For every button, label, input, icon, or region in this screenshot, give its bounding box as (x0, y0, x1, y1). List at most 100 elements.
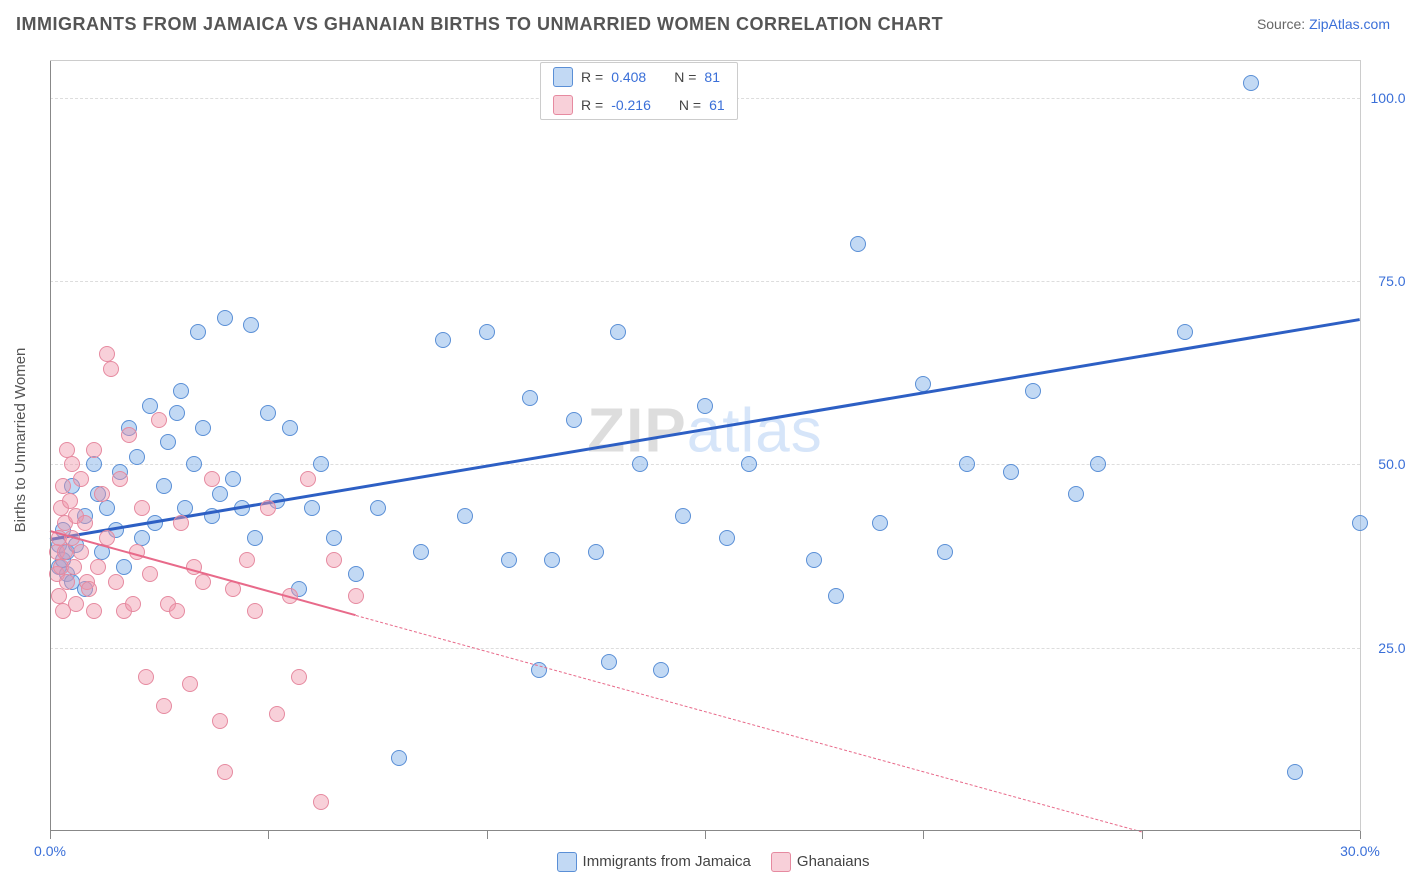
y-axis (50, 61, 51, 831)
data-point (62, 493, 78, 509)
data-point (134, 530, 150, 546)
data-point (73, 471, 89, 487)
data-point (1287, 764, 1303, 780)
chart-plot-area: ZIPatlas 25.0%50.0%75.0%100.0%0.0%30.0% (50, 60, 1361, 831)
data-point (57, 544, 73, 560)
n-label: N = (674, 69, 696, 85)
data-point (86, 603, 102, 619)
data-point (182, 676, 198, 692)
x-tick (923, 831, 924, 839)
data-point (108, 574, 124, 590)
data-point (129, 449, 145, 465)
data-point (1003, 464, 1019, 480)
data-point (260, 500, 276, 516)
data-point (59, 574, 75, 590)
data-point (806, 552, 822, 568)
n-value: 61 (709, 97, 725, 113)
r-value: 0.408 (611, 69, 646, 85)
data-point (99, 346, 115, 362)
chart-title: IMMIGRANTS FROM JAMAICA VS GHANAIAN BIRT… (16, 14, 943, 34)
data-point (326, 530, 342, 546)
n-label: N = (679, 97, 701, 113)
y-tick-label: 100.0% (1364, 90, 1406, 106)
legend-swatch (553, 95, 573, 115)
data-point (121, 427, 137, 443)
data-point (99, 500, 115, 516)
data-point (217, 764, 233, 780)
data-point (243, 317, 259, 333)
data-point (1090, 456, 1106, 472)
y-axis-title: Births to Unmarried Women (12, 348, 29, 533)
data-point (632, 456, 648, 472)
data-point (239, 552, 255, 568)
data-point (348, 566, 364, 582)
data-point (719, 530, 735, 546)
data-point (326, 552, 342, 568)
data-point (134, 500, 150, 516)
data-point (195, 420, 211, 436)
data-point (173, 383, 189, 399)
gridline (50, 281, 1360, 282)
data-point (850, 236, 866, 252)
x-tick (705, 831, 706, 839)
data-point (151, 412, 167, 428)
data-point (741, 456, 757, 472)
data-point (588, 544, 604, 560)
data-point (212, 713, 228, 729)
data-point (66, 559, 82, 575)
stats-legend: R = 0.408 N = 81 R = -0.216N = 61 (540, 62, 738, 120)
data-point (348, 588, 364, 604)
x-tick (50, 831, 51, 839)
data-point (64, 456, 80, 472)
stats-legend-row: R = -0.216N = 61 (541, 91, 737, 119)
data-point (697, 398, 713, 414)
n-value: 81 (704, 69, 720, 85)
data-point (413, 544, 429, 560)
data-point (142, 566, 158, 582)
data-point (282, 420, 298, 436)
series-legend: Immigrants from JamaicaGhanaians (0, 852, 1406, 872)
source-prefix: Source: (1257, 16, 1309, 32)
data-point (169, 603, 185, 619)
stats-legend-row: R = 0.408N = 81 (541, 63, 737, 91)
data-point (68, 596, 84, 612)
r-label: R = (581, 97, 603, 113)
data-point (186, 456, 202, 472)
data-point (959, 456, 975, 472)
legend-swatch (553, 67, 573, 87)
data-point (291, 669, 307, 685)
data-point (391, 750, 407, 766)
data-point (195, 574, 211, 590)
data-point (204, 471, 220, 487)
data-point (156, 698, 172, 714)
data-point (1025, 383, 1041, 399)
y-tick-label: 50.0% (1364, 456, 1406, 472)
data-point (247, 530, 263, 546)
data-point (55, 478, 71, 494)
data-point (73, 544, 89, 560)
data-point (169, 405, 185, 421)
data-point (225, 471, 241, 487)
y-tick-label: 75.0% (1364, 273, 1406, 289)
data-point (90, 559, 106, 575)
data-point (1352, 515, 1368, 531)
data-point (142, 398, 158, 414)
data-point (138, 669, 154, 685)
data-point (269, 706, 285, 722)
data-point (125, 596, 141, 612)
data-point (1177, 324, 1193, 340)
data-point (190, 324, 206, 340)
data-point (304, 500, 320, 516)
data-point (1068, 486, 1084, 502)
data-point (94, 486, 110, 502)
data-point (479, 324, 495, 340)
source-link[interactable]: ZipAtlas.com (1309, 16, 1390, 32)
data-point (653, 662, 669, 678)
x-tick (1142, 831, 1143, 839)
data-point (160, 434, 176, 450)
x-tick (1360, 831, 1361, 839)
legend-label: Ghanaians (797, 853, 870, 870)
data-point (675, 508, 691, 524)
source-attribution: Source: ZipAtlas.com (1257, 16, 1390, 32)
data-point (116, 559, 132, 575)
